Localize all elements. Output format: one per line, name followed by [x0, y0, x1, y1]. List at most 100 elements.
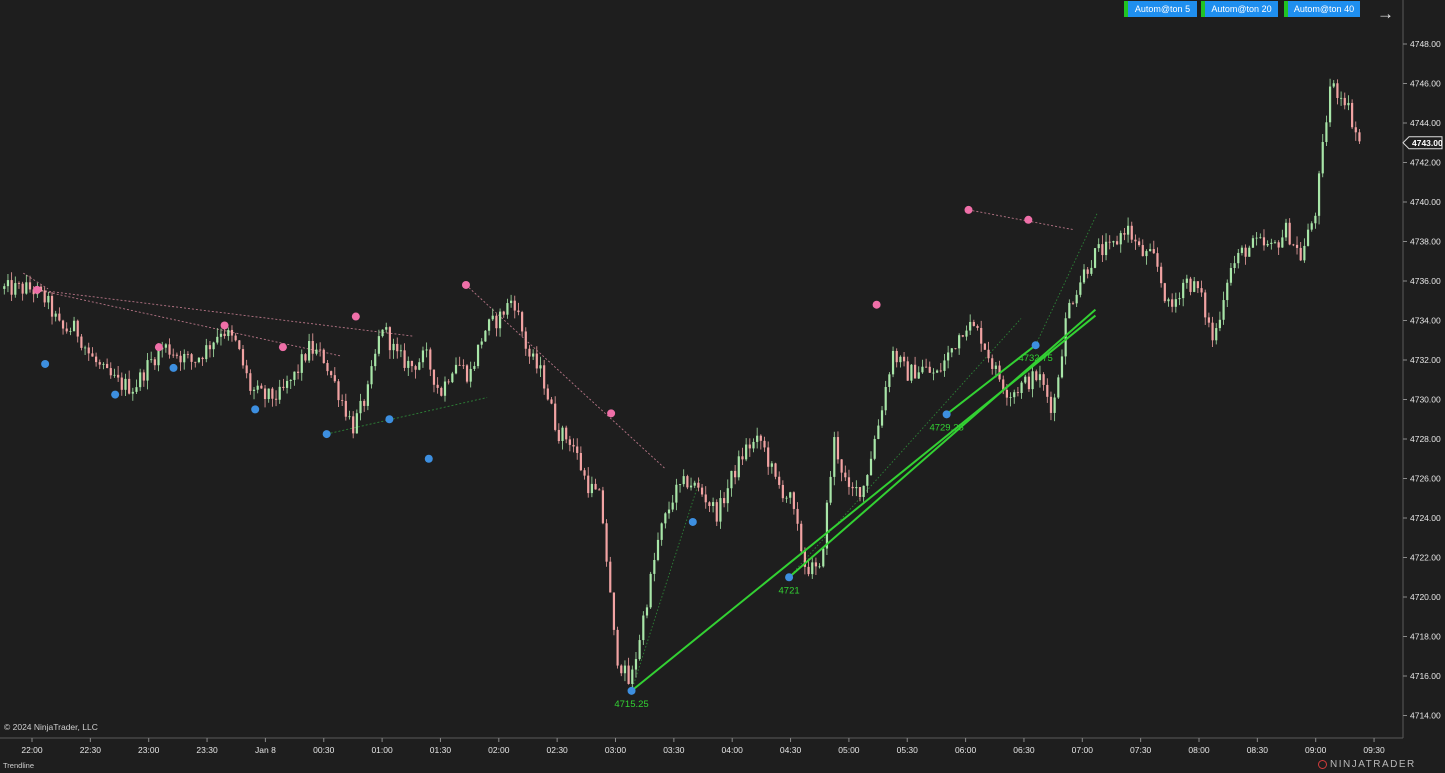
candle-body — [399, 350, 403, 352]
candle-body — [219, 333, 223, 337]
arrow-right-icon[interactable]: → — [1377, 4, 1394, 23]
candle-body — [341, 400, 344, 401]
automaton-40-button[interactable]: Autom@ton 40 — [1284, 1, 1360, 17]
candle-body — [1299, 247, 1302, 261]
time-tick-label: 07:00 — [1072, 745, 1094, 755]
candle-body — [1325, 122, 1328, 142]
candle-body — [109, 368, 112, 376]
candle-body — [392, 343, 395, 351]
candle-body — [131, 391, 134, 394]
candle-body — [1343, 97, 1346, 106]
candle-body — [43, 290, 46, 303]
swing-low-dot — [785, 573, 794, 582]
candle-body — [1035, 371, 1038, 381]
candle-body — [1306, 229, 1310, 246]
price-axis[interactable]: 4714.00 4716.00 4718.00 4720.00 4722.00 4724.… — [1402, 0, 1443, 738]
support-trendline[interactable] — [788, 308, 1097, 579]
automaton-5-button[interactable]: Autom@ton 5 — [1124, 1, 1197, 17]
candle-body — [1218, 319, 1222, 329]
candle-body — [847, 477, 851, 487]
time-tick-label: 08:00 — [1188, 745, 1210, 755]
candle-body — [1009, 397, 1012, 398]
candle-body — [958, 335, 961, 349]
candle-body — [634, 659, 638, 670]
candle-body — [983, 343, 986, 350]
candle-body — [969, 321, 972, 331]
candle-body — [1310, 223, 1313, 230]
candle-body — [58, 313, 61, 321]
swing-high-dot — [1024, 215, 1033, 224]
candle-body — [987, 349, 990, 359]
candle-body — [212, 342, 215, 350]
swing-level-labels: 4715.25 4721 4729.25 4732.75 — [614, 353, 1052, 710]
candle-body — [748, 444, 751, 449]
candle-body — [759, 435, 762, 441]
price-candles — [3, 78, 1361, 688]
major-trendlines[interactable] — [630, 308, 1097, 692]
candle-body — [667, 509, 671, 514]
candle-body — [418, 362, 421, 370]
candle-body — [1082, 269, 1086, 283]
candle-body — [1240, 247, 1244, 253]
candle-body — [348, 416, 351, 418]
candle-body — [502, 311, 505, 315]
automaton-20-button[interactable]: Autom@ton 20 — [1201, 1, 1278, 17]
candle-body — [851, 486, 854, 489]
time-tick-label: 04:30 — [780, 745, 802, 755]
copyright-text: © 2024 NinjaTrader, LLC — [4, 722, 98, 732]
candle-body — [928, 366, 931, 373]
candle-body — [377, 336, 380, 354]
candle-body — [737, 456, 740, 478]
time-axis[interactable]: 22:00 22:30 23:00 23:30 Jan 8 00:30 01:00 01:30… — [0, 737, 1403, 755]
candle-body — [153, 359, 156, 366]
candle-body — [484, 330, 487, 342]
candle-body — [1046, 384, 1049, 397]
candle-body — [1115, 241, 1119, 245]
support-trendline[interactable] — [946, 344, 1037, 416]
candle-body — [524, 331, 527, 349]
candle-body — [17, 283, 21, 284]
candle-body — [583, 470, 586, 476]
candle-body — [1182, 282, 1185, 299]
candle-body — [311, 340, 314, 354]
candle-body — [689, 485, 693, 488]
candle-body — [726, 488, 729, 504]
candle-body — [921, 366, 924, 373]
candle-body — [829, 476, 832, 503]
candle-body — [778, 476, 781, 485]
candle-body — [741, 456, 744, 460]
candle-body — [936, 370, 939, 373]
candle-body — [947, 352, 950, 361]
candle-body — [638, 640, 641, 660]
candle-body — [1277, 242, 1280, 248]
candle-body — [1002, 379, 1005, 390]
candle-body — [440, 387, 443, 396]
time-tick-label: 03:00 — [605, 745, 627, 755]
candle-body — [579, 452, 582, 471]
candle-body — [61, 320, 65, 329]
candle-body — [473, 366, 476, 369]
candle-body — [1303, 245, 1306, 261]
candle-body — [1027, 376, 1031, 390]
candle-body — [407, 360, 410, 368]
candle-body — [756, 435, 759, 442]
candle-body — [80, 336, 83, 348]
candle-body — [388, 327, 392, 351]
candle-body — [877, 425, 880, 439]
candle-body — [1270, 242, 1273, 244]
candle-body — [117, 374, 120, 378]
candle-body — [1347, 102, 1350, 106]
candle-body — [675, 484, 678, 503]
last-price-marker — [1402, 136, 1443, 150]
swing-low-dot — [627, 686, 636, 695]
dotted-trendline — [23, 272, 49, 290]
candle-body — [139, 372, 142, 388]
candle-body — [594, 483, 597, 490]
candle-body — [39, 286, 43, 291]
candle-body — [113, 374, 116, 376]
swing-low-dot — [1031, 341, 1040, 350]
candle-body — [72, 320, 76, 332]
candle-body — [1130, 225, 1133, 240]
candle-body — [1156, 253, 1159, 267]
